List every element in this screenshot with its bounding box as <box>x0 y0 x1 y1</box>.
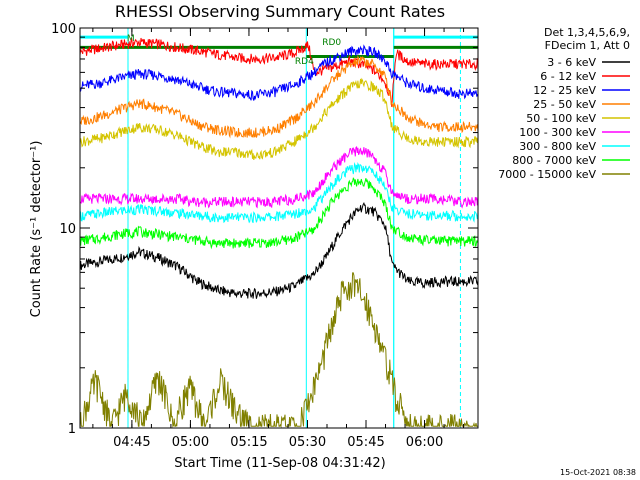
series-group <box>80 37 478 428</box>
series-line <box>80 77 478 160</box>
x-tick-label: 04:45 <box>113 435 150 450</box>
y-axis-label: Count Rate (s⁻¹ detector⁻¹) <box>29 141 44 318</box>
series-line <box>80 272 478 428</box>
legend-label: 3 - 6 keV <box>547 56 596 69</box>
x-tick-label: 05:00 <box>172 435 209 450</box>
legend-label: 25 - 50 keV <box>533 98 596 111</box>
legend-label: 100 - 300 keV <box>519 126 596 139</box>
series-line <box>80 37 478 107</box>
y-axis: 1 10 100 <box>51 22 478 437</box>
flag-label: RD0 <box>322 38 341 48</box>
x-axis-label: Start Time (11-Sep-08 04:31:42) <box>174 456 385 471</box>
series-line <box>80 44 478 101</box>
series-line <box>80 177 478 250</box>
x-tick-label: 05:30 <box>289 435 326 450</box>
x-tick-label: 05:15 <box>230 435 267 450</box>
chart-title: RHESSI Observing Summary Count Rates <box>115 2 445 21</box>
legend-label: 800 - 7000 keV <box>512 154 596 167</box>
x-axis: 04:45 05:00 05:15 05:30 05:45 06:00 <box>92 28 465 450</box>
legend-label: 50 - 100 keV <box>526 112 596 125</box>
legend-header-line: Det 1,3,4,5,6,9, <box>544 26 630 39</box>
plot-area: RD4 RD0 M <box>79 27 479 429</box>
x-tick-label: 06:00 <box>406 435 443 450</box>
legend-header-line: FDecim 1, Att 0 <box>545 39 630 52</box>
series-line <box>80 146 478 209</box>
generation-timestamp: 15-Oct-2021 08:38 <box>560 468 636 477</box>
y-tick-label: 1 <box>68 422 76 437</box>
flag-label: RD4 <box>295 57 314 67</box>
legend-label: 7000 - 15000 keV <box>498 168 596 181</box>
legend-label: 6 - 12 keV <box>540 70 596 83</box>
series-line <box>80 55 478 139</box>
legend-label: 12 - 25 keV <box>533 84 596 97</box>
legend-label: 300 - 800 keV <box>519 140 596 153</box>
legend: Det 1,3,4,5,6,9, FDecim 1, Att 0 3 - 6 k… <box>498 26 630 181</box>
y-tick-label: 10 <box>59 222 76 237</box>
y-tick-label: 100 <box>51 22 76 37</box>
series-line <box>80 201 478 299</box>
series-line <box>80 162 478 224</box>
x-tick-label: 05:45 <box>347 435 384 450</box>
flag-label: M <box>127 34 135 44</box>
